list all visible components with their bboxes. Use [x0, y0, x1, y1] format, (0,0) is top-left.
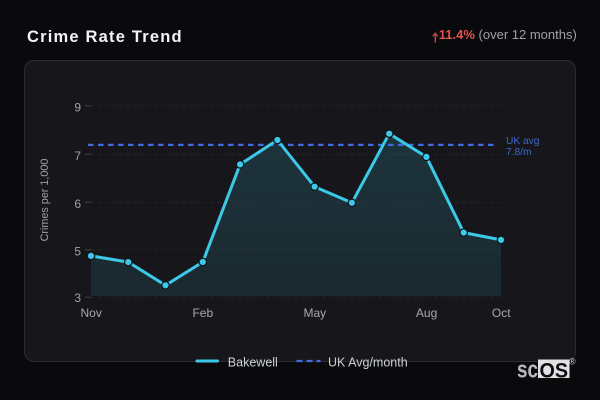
svg-text:Aug: Aug: [416, 306, 437, 320]
svg-text:Feb: Feb: [192, 306, 213, 320]
svg-text:UK Avg/month: UK Avg/month: [328, 355, 408, 369]
svg-text:sc: sc: [517, 357, 538, 384]
svg-text:7.8/m: 7.8/m: [506, 147, 531, 158]
svg-text:Nov: Nov: [81, 306, 102, 320]
svg-text:Crimes per 1,000: Crimes per 1,000: [39, 159, 51, 242]
svg-text:®: ®: [569, 356, 576, 366]
svg-text:May: May: [303, 306, 326, 320]
svg-text:5: 5: [74, 244, 81, 258]
svg-text:7: 7: [74, 149, 81, 163]
svg-text:Oct: Oct: [492, 306, 511, 320]
svg-text:3: 3: [74, 291, 81, 305]
svg-text:Bakewell: Bakewell: [228, 355, 278, 369]
svg-text:6: 6: [74, 197, 81, 211]
svg-text:OS: OS: [540, 359, 569, 382]
svg-text:9: 9: [74, 100, 81, 114]
svg-text:UK avg: UK avg: [506, 136, 540, 147]
